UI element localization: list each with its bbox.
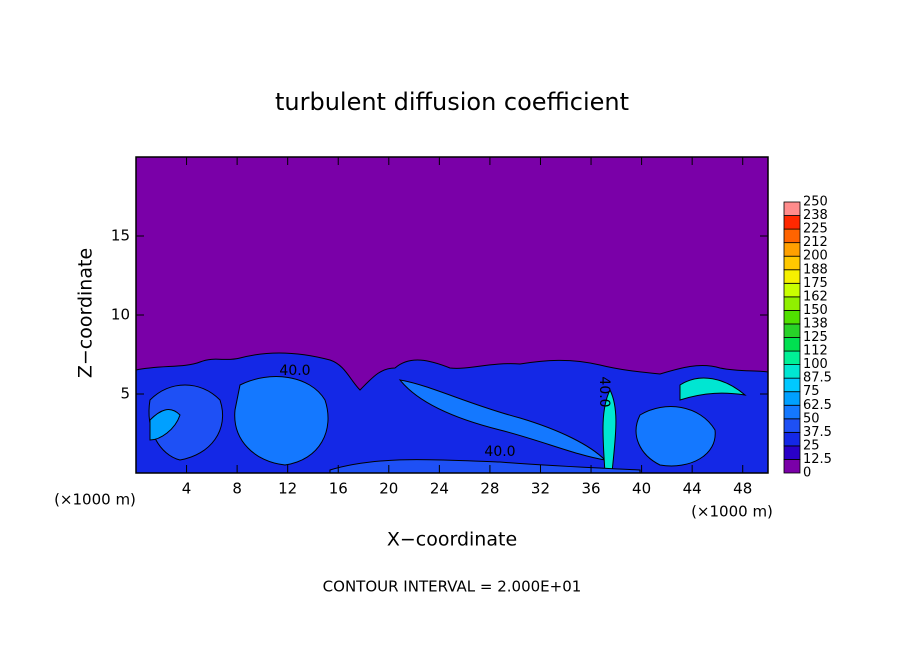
y-axis-label: Z−coordinate (75, 248, 97, 378)
colorbar-swatch (783, 323, 801, 338)
colorbar-label: 250 (803, 195, 828, 210)
field-region (234, 376, 329, 466)
x-tick-label: 40 (632, 480, 651, 498)
x-unit-label: (×1000 m) (54, 491, 136, 509)
colorbar-swatch (783, 350, 801, 365)
colorbar-swatch (783, 296, 801, 311)
x-tick-label: 36 (581, 480, 600, 498)
colorbar-swatch (783, 391, 801, 406)
colorbar-swatch (783, 337, 801, 352)
field-region (148, 384, 224, 461)
colorbar-label: 12.5 (803, 452, 832, 467)
y-tick-label: 15 (111, 227, 130, 245)
x-tick-label: 28 (480, 480, 499, 498)
colorbar-label: 188 (803, 262, 828, 277)
field-region (679, 377, 747, 401)
colorbar-label: 225 (803, 222, 828, 237)
colorbar-swatch (783, 228, 801, 244)
colorbar-swatch (783, 269, 801, 284)
y-tick-label: 5 (120, 385, 130, 403)
x-tick-label: 32 (531, 480, 550, 498)
x-tick-label: 24 (430, 480, 449, 498)
y-tick-label: 10 (111, 306, 130, 324)
colorbar-label: 87.5 (803, 371, 832, 386)
colorbar-label: 112 (803, 344, 828, 359)
colorbar-swatch (783, 418, 801, 433)
x-tick-label: 4 (182, 480, 192, 498)
colorbar-swatch (783, 459, 801, 474)
colorbar-label: 62.5 (803, 398, 832, 413)
colorbar-label: 238 (803, 208, 828, 223)
colorbar-swatch (783, 309, 801, 325)
colorbar-swatch (783, 255, 801, 271)
colorbar-label: 125 (803, 330, 828, 345)
footnote: CONTOUR INTERVAL = 2.000E+01 (323, 578, 582, 596)
colorbar-label: 75 (803, 384, 820, 399)
colorbar-swatch (783, 242, 801, 257)
x-axis-label: X−coordinate (387, 529, 517, 551)
colorbar-swatch (783, 201, 801, 216)
colorbar-label: 138 (803, 316, 828, 331)
chart-title: turbulent diffusion coefficient (275, 88, 629, 116)
contour-label: 40.0 (596, 376, 612, 407)
colorbar-label: 37.5 (803, 425, 832, 440)
colorbar-swatch (783, 431, 801, 447)
colorbar-label: 175 (803, 276, 828, 291)
contour-label: 40.0 (484, 444, 515, 460)
field-region (635, 406, 716, 467)
colorbar-swatch (783, 377, 801, 393)
colorbar-label: 25 (803, 438, 820, 453)
colorbar-label: 0 (803, 466, 811, 481)
x-tick-label: 8 (232, 480, 242, 498)
x-tick-label: 20 (379, 480, 398, 498)
contour-label: 40.0 (279, 363, 310, 379)
field-region (149, 409, 181, 441)
colorbar-swatch (783, 404, 801, 420)
colorbar-label: 50 (803, 411, 820, 426)
colorbar-label: 200 (803, 249, 828, 264)
colorbar-label: 100 (803, 357, 828, 372)
colorbar-swatch (783, 282, 801, 298)
field-region (329, 459, 641, 474)
colorbar-label: 212 (803, 235, 828, 250)
colorbar-swatch (783, 364, 801, 379)
x-tick-label: 44 (683, 480, 702, 498)
field (135, 157, 769, 474)
colorbar-swatch (783, 445, 801, 460)
x-tick-label: 12 (278, 480, 297, 498)
colorbar-label: 162 (803, 289, 828, 304)
x-unit-label: (×1000 m) (691, 503, 773, 521)
x-tick-label: 48 (733, 480, 752, 498)
colorbar-swatch (783, 215, 801, 230)
colorbar-label: 150 (803, 303, 828, 318)
x-tick-label: 16 (329, 480, 348, 498)
